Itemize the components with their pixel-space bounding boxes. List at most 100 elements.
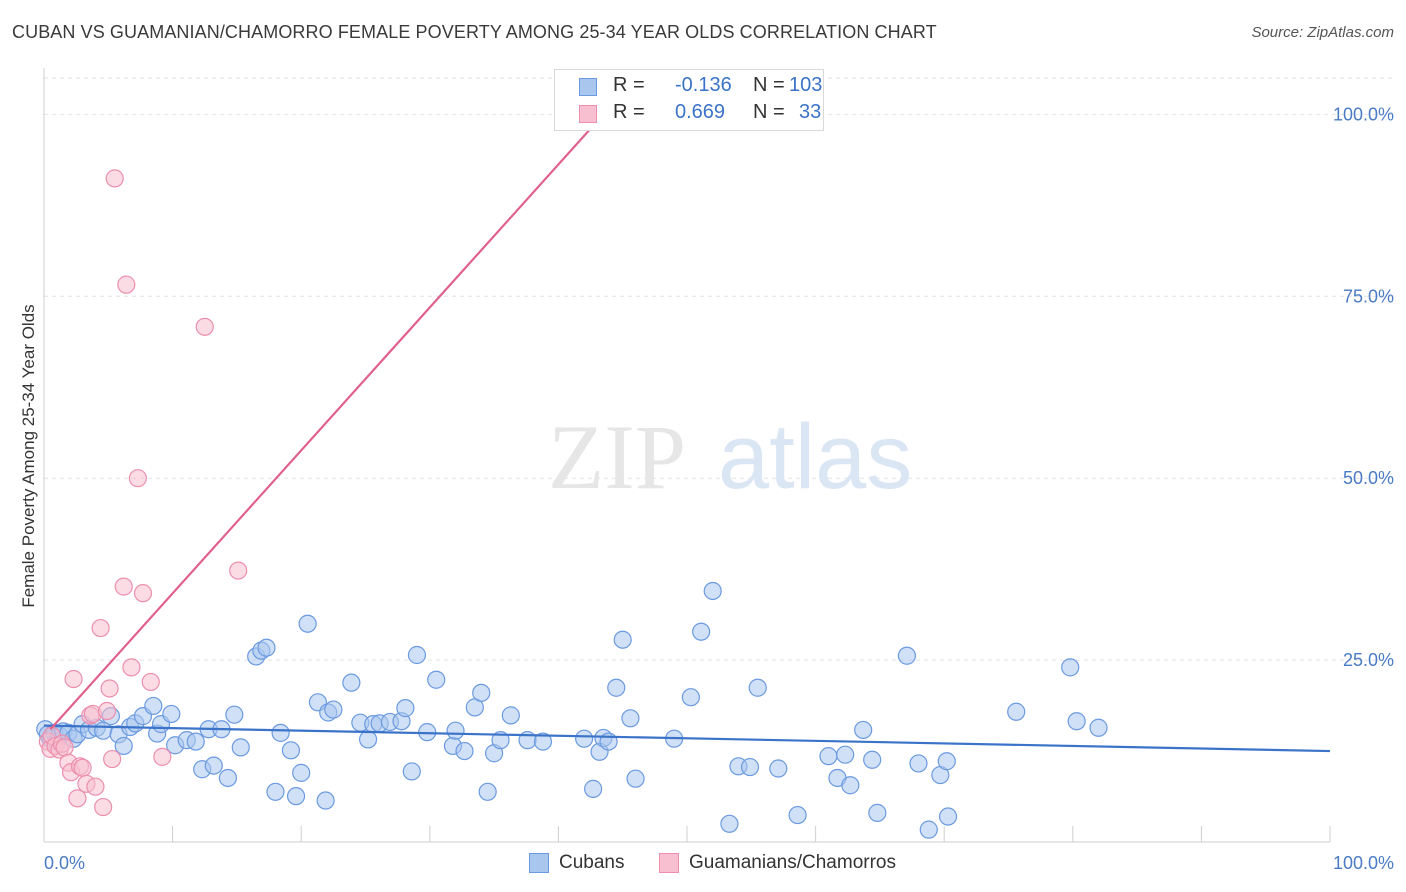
r-label: R = [613,101,645,123]
cubans-point [298,614,317,633]
guamanians-point [97,701,117,721]
cubans-point [621,709,640,728]
guamanians-legend-swatch [659,853,679,873]
guamanians-r-value: 0.669 [675,101,726,123]
guamanians-point [141,672,160,692]
cubans-point [681,688,700,707]
cubans-point [455,741,474,761]
cubans-point [271,723,290,742]
series-cubans-points [36,581,1108,839]
watermark-zip: ZIP [548,406,686,508]
cubans-point [938,807,958,826]
cubans-point [162,704,181,724]
cubans-point [204,756,223,775]
cubans-swatch [579,78,597,96]
guamanians-point [133,584,153,603]
cubans-point [613,630,632,649]
cubans-point [769,759,788,778]
cubans-point [720,814,739,833]
cubans-point [427,670,446,689]
y-tick-label: 100.0% [1333,104,1394,124]
cubans-point [863,750,882,769]
chart-source: Source: ZipAtlas.com [1251,24,1394,41]
guamanians-point [114,577,133,596]
series-guamanians-points [38,105,664,817]
guamanians-point [73,758,92,777]
cubans-point [316,791,335,810]
cubans-point [575,729,594,748]
guamanians-point [122,658,141,677]
n-label: N = [753,74,785,96]
guamanians-point [128,469,147,488]
cubans-point [788,805,807,825]
cubans-point [324,700,343,719]
cubans-trend-line [43,724,1331,753]
cubans-point [491,731,510,750]
y-axis-label: Female Poverty Among 25-34 Year Olds [19,304,38,607]
guamanians-n-value: 33 [799,101,822,123]
x-tick-label: 0.0% [44,853,85,873]
cubans-point [836,745,855,764]
cubans-point [1007,702,1026,721]
cubans-point [897,646,917,665]
guamanians-trend-line [49,113,605,730]
cubans-point [218,768,237,788]
guamanians-point [195,317,214,336]
cubans-point [501,706,520,725]
cubans-legend-label: Cubans [559,852,625,873]
cubans-n-value: 103 [789,74,823,96]
guamanians-point [64,669,83,689]
cubans-point [286,787,306,806]
cubans-point [909,754,928,773]
x-tick-labels: 0.0% 100.0% [44,853,1394,873]
guamanians-point [100,679,119,698]
cubans-point [854,720,873,740]
cubans-point [626,769,645,788]
cubans-point [342,673,361,692]
cubans-point [584,779,603,798]
axes [43,68,1331,843]
cubans-point [1061,658,1080,677]
trend-lines [43,113,1331,753]
guamanians-point [153,747,172,766]
cubans-point [407,645,427,665]
guamanians-point [68,789,87,808]
guamanians-point [55,738,74,757]
guamanians-point [91,618,110,638]
cubans-point [292,763,311,782]
y-tick-label: 75.0% [1343,286,1394,306]
cubans-point [402,762,421,781]
cubans-point [740,757,760,777]
cubans-point [266,782,285,801]
cubans-point [841,776,860,795]
cubans-point [819,747,838,766]
cubans-point [692,622,711,641]
cubans-point [225,705,244,724]
cubans-point [281,741,301,760]
cubans-point [231,738,250,757]
cubans-r-value: -0.136 [675,74,732,96]
cubans-point [478,782,497,801]
guamanians-point [105,169,124,188]
cubans-point [533,732,553,751]
cubans-point [1089,718,1108,737]
cubans-point [396,699,415,718]
cubans-point [703,581,722,601]
cubans-point [446,721,465,740]
y-tick-label: 50.0% [1343,468,1394,488]
cubans-point [607,678,626,697]
watermark: ZIP atlas [548,406,912,508]
n-label: N = [753,101,785,123]
cubans-point [937,752,956,771]
watermark-atlas: atlas [718,406,912,508]
cubans-point [919,820,938,839]
guamanians-point [117,275,136,294]
stats-legend: R = -0.136 N = 103 R = 0.669 N = 33 [554,69,824,131]
cubans-point [358,730,378,749]
r-label: R = [613,74,645,96]
chart-title: CUBAN VS GUAMANIAN/CHAMORRO FEMALE POVER… [12,22,937,42]
y-tick-labels: 25.0% 50.0% 75.0% 100.0% [1333,104,1394,670]
guamanians-point [229,561,248,580]
cubans-point [748,678,767,697]
